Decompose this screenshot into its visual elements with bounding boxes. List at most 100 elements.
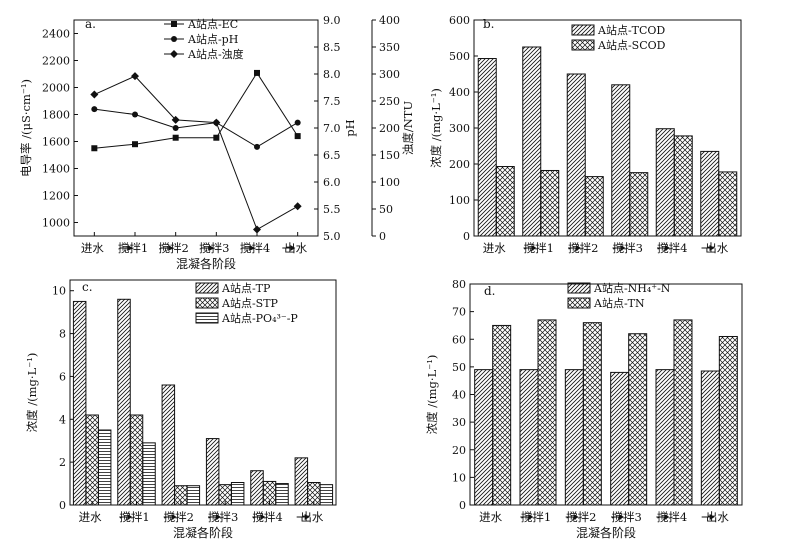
b-bar-diag [611,84,631,237]
a-ph-tick-label: 6.0 [323,176,341,189]
a-point-square [91,145,98,152]
a-point-square [254,69,260,76]
a-arrow-head [290,245,296,251]
c-category-label: 搅拌3 [208,510,238,524]
a-legend-marker [171,36,177,42]
a-turb-tick-label: 0 [379,230,386,243]
c-plot-frame [69,279,337,506]
c-bar-diag [72,300,87,506]
a-ph-tick-label: 8.0 [323,68,341,81]
b-y-tick-label: 300 [449,122,470,135]
a-point-circle [91,106,98,113]
d-arrow-head [709,514,715,520]
c-bar-cross [129,414,144,506]
c-bar-cross [85,414,99,506]
a-series-line-square [94,71,299,149]
b-legend-swatch [571,24,595,36]
c-arrow-head [171,514,177,520]
a-category-label: 进水 [81,241,104,255]
a-left-tick-label: 1800 [42,109,70,122]
b-panel-label: b. [483,17,495,31]
b-y-tick-label: 400 [449,86,470,99]
a-legend-label: A站点-浊度 [187,47,244,61]
d-xlabel: 混凝各阶段 [576,525,636,540]
d-bar-cross [492,324,512,506]
a-turb-tick-label: 350 [379,41,400,54]
c-y-tick-label: 6 [59,370,66,383]
b-category-label: 进水 [483,241,506,255]
b-y-tick-label: 500 [449,50,470,63]
a-turb-tick-label: 200 [379,122,400,135]
d-category-label: 搅拌2 [566,510,596,524]
c-arrow-head [216,514,221,520]
a-ph-tick-label: 7.5 [323,95,341,108]
a-legend-label: A站点-EC [187,17,238,31]
b-bar-cross [673,135,693,237]
a-ph-ylabel: pH [343,119,357,136]
d-y-tick-label: 70 [452,306,466,319]
b-legend-label: A站点-TCOD [597,23,665,37]
a-left-tick-label: 1600 [42,136,70,149]
a-legend-label: A站点-pH [187,32,238,46]
a-ph-tick-label: 8.5 [323,41,341,54]
a-point-diamond [171,115,180,124]
b-category-label: 搅拌4 [657,241,687,255]
a-left-tick-label: 1400 [42,163,70,176]
c-legend-swatch [195,282,219,294]
d-category-label: 搅拌4 [657,510,687,524]
a-ph-tick-label: 6.5 [323,149,341,162]
a-point-diamond [212,118,221,127]
c-xlabel: 混凝各阶段 [173,525,233,540]
d-y-tick-label: 60 [452,333,466,346]
a-left-ylabel: 电导率 /(μS·cm⁻¹) [19,79,33,177]
c-bar-diag [117,298,131,506]
d-y-tick-label: 30 [452,416,466,429]
b-bar-cross [629,172,649,237]
c-legend-label: A站点-PO₄³⁻-P [221,311,298,325]
b-category-label: 搅拌3 [613,241,643,255]
d-arrow-head [573,514,579,520]
c-bar-diag [294,457,309,506]
c-panel-label: c. [82,280,93,294]
b-y-tick-label: 100 [449,194,470,207]
d-legend-label: A站点-NH₄⁺-N [593,281,671,295]
a-point-circle [254,143,260,150]
panel-c-phosphorus: 0 2 4 6 8 10 c. 浓度 /(mg·L⁻¹) 进水 搅拌1 搅拌2 搅拌3 搅拌4 出水混凝各… [25,279,337,540]
d-ylabel: 浓度 /(mg·L⁻¹) [425,355,439,435]
c-y-tick-label: 4 [59,413,66,426]
b-bar-diag [566,73,586,237]
a-category-label: 搅拌4 [240,241,270,255]
a-point-diamond [253,225,261,234]
a-legend-marker [170,50,178,58]
c-legend-swatch [195,297,219,309]
d-y-tick-label: 10 [452,471,466,484]
a-turb-ylabel: 浊度/NTU [401,101,415,156]
d-category-label: 出水 [706,510,729,524]
d-category-label: 进水 [479,510,502,524]
d-bar-cross [628,333,648,506]
a-panel-label: a. [85,17,96,31]
c-arrow-head [260,514,266,520]
a-ph-tick-label: 7.0 [323,122,341,135]
b-arrow-head [665,245,670,251]
a-category-label: 搅拌2 [159,241,189,255]
a-turb-tick-label: 50 [379,203,393,216]
d-bar-diag [519,369,539,506]
a-point-diamond [90,90,99,99]
a-point-square [213,134,220,141]
d-bar-diag [700,370,720,506]
a-xlabel: 混凝各阶段 [176,256,236,271]
a-point-square [172,134,179,141]
a-series-line-circle [94,108,298,148]
a-left-tick-label: 2400 [42,28,70,41]
c-category-label: 搅拌1 [119,510,149,524]
b-bar-cross [495,166,515,237]
a-point-square [132,141,138,148]
panel-b-cod: 0 100 200 300 400 500 600 b. 浓度 /(mg·L⁻¹) 进水 搅拌1 搅拌… [429,14,742,255]
b-arrow-head [576,245,581,251]
b-arrow-head [709,245,715,251]
b-bar-diag [655,128,675,237]
a-ph-tick-label: 9.0 [323,14,341,27]
b-bar-cross [718,171,738,237]
